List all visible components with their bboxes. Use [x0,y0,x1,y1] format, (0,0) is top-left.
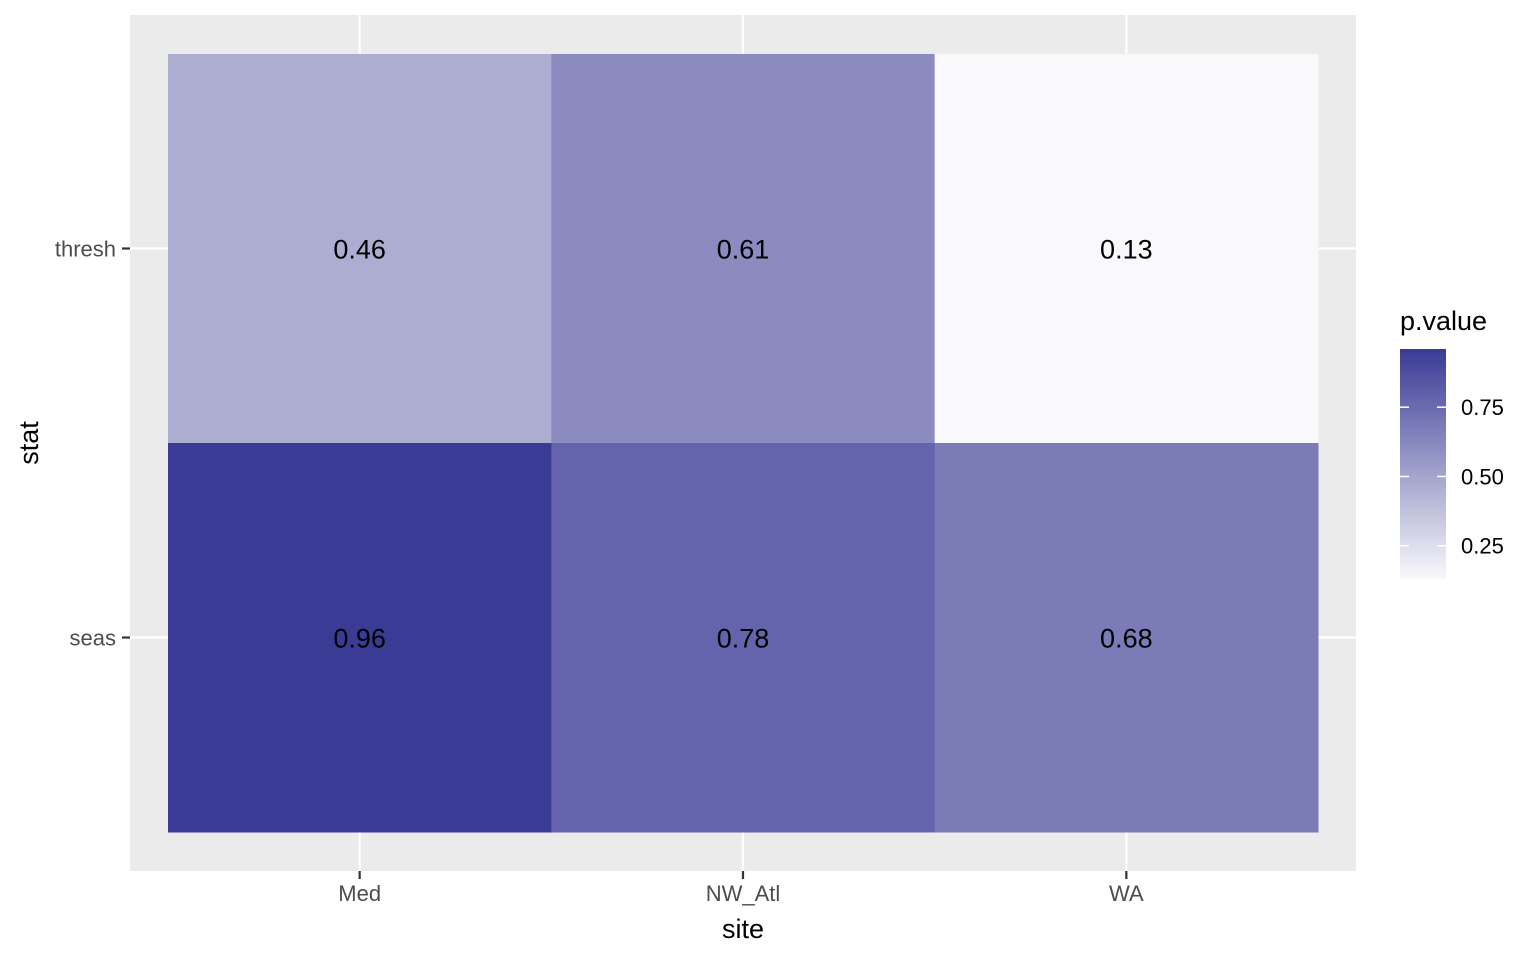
x-tick-label-WA: WA [1109,881,1144,906]
x-axis: Med NW_Atl WA [338,871,1144,906]
cell-labels: 0.46 0.61 0.13 0.96 0.78 0.68 [333,235,1152,654]
legend-tick-label-0: 0.25 [1461,534,1504,559]
heatmap-cell-WA-seas [934,443,1319,833]
heatmap-cells [168,54,1319,833]
cell-label-WA-thresh: 0.13 [1100,235,1153,265]
cell-label-NW_Atl-seas: 0.78 [717,624,770,654]
legend-tick-label-1: 0.50 [1461,464,1504,489]
cell-label-Med-seas: 0.96 [333,624,386,654]
y-tick-label-thresh: thresh [55,237,116,262]
x-tick-label-Med: Med [338,881,381,906]
legend-tick-label-2: 0.75 [1461,395,1504,420]
heatmap-cell-NW_Atl-thresh [551,54,936,444]
x-axis-title: site [722,914,764,944]
y-tick-label-seas: seas [70,626,116,651]
cell-label-WA-seas: 0.68 [1100,624,1153,654]
legend: p.value 0.25 0.50 0.75 [1400,306,1504,579]
heatmap-cell-Med-thresh [168,54,552,444]
heatmap-cell-NW_Atl-seas [551,443,936,833]
y-axis: seas thresh [55,237,130,651]
heatmap-cell-Med-seas [168,443,552,833]
heatmap-cell-WA-thresh [934,54,1319,444]
legend-colorbar [1400,349,1446,579]
y-axis-title: stat [14,421,44,465]
cell-label-Med-thresh: 0.46 [333,235,386,265]
x-tick-label-NW_Atl: NW_Atl [706,881,781,906]
legend-ticks: 0.25 0.50 0.75 [1400,395,1504,559]
legend-title: p.value [1400,306,1487,336]
cell-label-NW_Atl-thresh: 0.61 [717,235,770,265]
